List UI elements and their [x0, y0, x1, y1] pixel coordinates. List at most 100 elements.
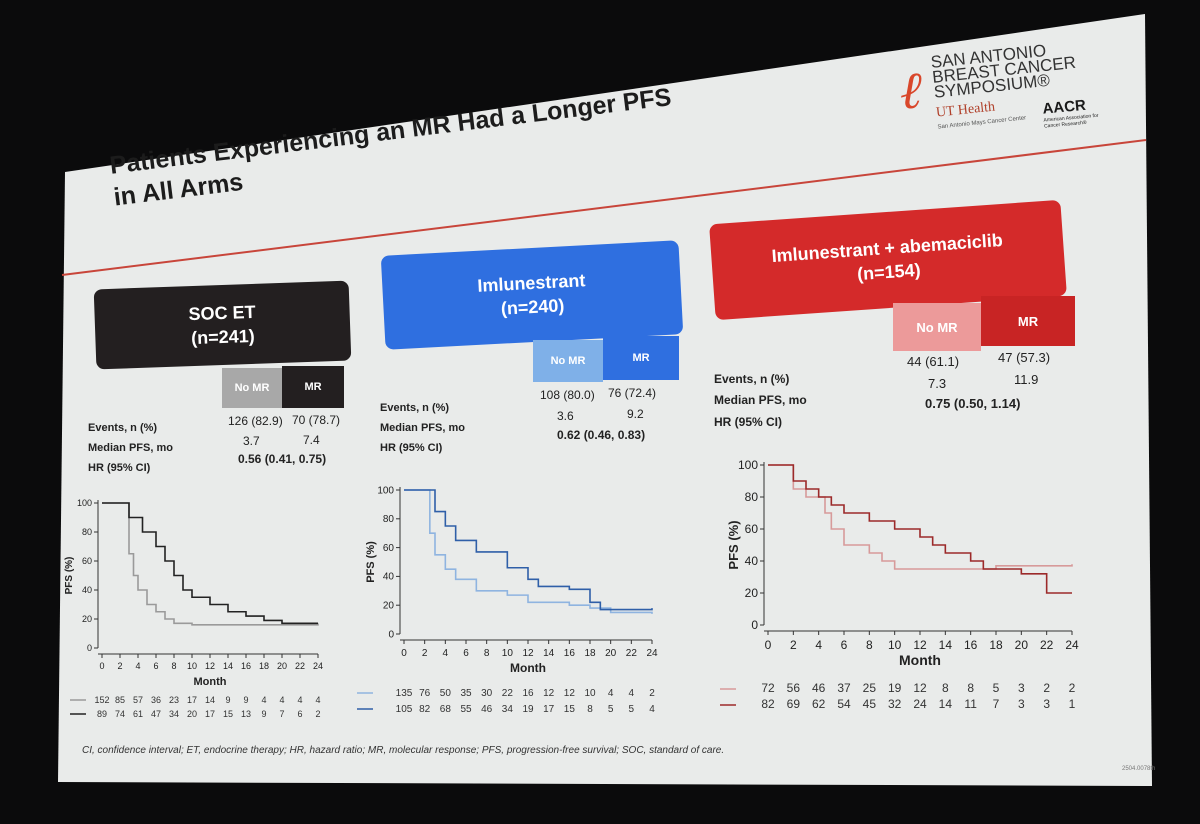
at-risk-count: 76	[419, 688, 431, 699]
arm-header-soc: SOC ET (n=241)	[93, 280, 352, 370]
events-mr: 47 (57.3)	[998, 350, 1051, 365]
at-risk-count: 12	[564, 688, 576, 699]
at-risk-count: 72	[761, 681, 775, 695]
y-axis-label: PFS (%)	[726, 520, 741, 569]
y-tick-label: 0	[87, 643, 92, 653]
at-risk-count: 82	[761, 697, 775, 711]
y-tick-label: 60	[745, 522, 759, 536]
y-tick-label: 100	[377, 485, 394, 496]
at-risk-count: 17	[543, 704, 555, 715]
median-no-mr: 7.3	[928, 376, 947, 391]
x-tick-label: 14	[939, 638, 953, 652]
x-tick-label: 18	[989, 638, 1003, 652]
x-tick-label: 16	[241, 661, 251, 671]
x-tick-label: 10	[888, 638, 902, 652]
x-tick-label: 20	[277, 661, 287, 671]
at-risk-count: 5	[629, 704, 635, 715]
at-risk-count: 68	[440, 704, 452, 715]
x-tick-label: 10	[187, 661, 197, 671]
at-risk-count: 14	[939, 697, 953, 711]
at-risk-count: 45	[863, 697, 877, 711]
row-label-median: Median PFS, mo	[380, 422, 465, 434]
x-tick-label: 4	[815, 638, 822, 652]
row-label-events: Events, n (%)	[714, 372, 790, 386]
at-risk-count: 8	[967, 681, 974, 695]
at-risk-count: 4	[649, 704, 655, 715]
row-label-hr: HR (95% CI)	[88, 462, 151, 474]
row-label-median: Median PFS, mo	[714, 393, 807, 407]
x-tick-label: 14	[223, 661, 233, 671]
y-tick-label: 80	[383, 514, 395, 525]
at-risk-count: 82	[419, 704, 431, 715]
x-tick-label: 20	[605, 648, 617, 659]
at-risk-count: 13	[241, 709, 251, 719]
at-risk-count: 10	[584, 688, 596, 699]
at-risk-count: 7	[279, 709, 284, 719]
at-risk-count: 34	[169, 709, 179, 719]
col-label: No MR	[550, 355, 586, 367]
at-risk-count: 2	[315, 709, 320, 719]
y-tick-label: 40	[383, 572, 395, 583]
x-tick-label: 20	[1015, 638, 1029, 652]
x-tick-label: 8	[484, 648, 490, 659]
at-risk-count: 9	[243, 695, 248, 705]
x-tick-label: 0	[99, 661, 104, 671]
x-tick-label: 8	[171, 661, 176, 671]
km-curve-mr	[768, 464, 1072, 594]
x-tick-label: 6	[153, 661, 158, 671]
y-tick-label: 40	[745, 554, 759, 568]
at-risk-count: 152	[94, 695, 109, 705]
x-tick-label: 12	[522, 648, 534, 659]
at-risk-count: 25	[863, 681, 877, 695]
km-curve-mr	[102, 502, 318, 625]
x-tick-label: 24	[1065, 638, 1079, 652]
at-risk-count: 11	[964, 697, 977, 711]
at-risk-count: 105	[396, 704, 413, 715]
aacr-logo: AACR American Association for Cancer Res…	[1042, 95, 1104, 130]
at-risk-count: 54	[837, 697, 851, 711]
y-tick-label: 20	[745, 586, 759, 600]
at-risk-count: 17	[187, 695, 197, 705]
at-risk-count: 20	[187, 709, 197, 719]
at-risk-count: 12	[543, 688, 555, 699]
col-mr: MR	[603, 336, 679, 380]
at-risk-count: 4	[629, 688, 635, 699]
row-label-events: Events, n (%)	[88, 422, 158, 434]
x-axis-label: Month	[510, 661, 546, 675]
x-tick-label: 0	[765, 638, 772, 652]
at-risk-count: 4	[261, 695, 266, 705]
y-tick-label: 20	[383, 601, 395, 612]
x-tick-label: 18	[259, 661, 269, 671]
x-tick-label: 2	[790, 638, 797, 652]
col-no-mr: No MR	[222, 368, 282, 408]
y-tick-label: 20	[82, 614, 92, 624]
at-risk-count: 3	[1043, 697, 1050, 711]
at-risk-count: 5	[993, 681, 1000, 695]
at-risk-count: 34	[502, 704, 514, 715]
km-curve-no-mr	[102, 502, 319, 626]
x-axis-label: Month	[899, 652, 941, 668]
row-label-median: Median PFS, mo	[88, 442, 173, 454]
x-axis-label: Month	[194, 676, 227, 688]
at-risk-count: 32	[888, 697, 902, 711]
x-tick-label: 22	[295, 661, 305, 671]
at-risk-count: 14	[205, 695, 215, 705]
at-risk-count: 4	[315, 695, 320, 705]
col-label: MR	[632, 352, 650, 364]
km-curve-no-mr	[404, 489, 653, 614]
hazard-ratio: 0.75 (0.50, 1.14)	[925, 396, 1021, 411]
median-mr: 7.4	[303, 433, 320, 447]
at-risk-count: 57	[133, 695, 143, 705]
x-tick-label: 4	[135, 661, 140, 671]
at-risk-count: 6	[297, 709, 302, 719]
y-tick-label: 100	[738, 458, 758, 472]
x-tick-label: 8	[866, 638, 873, 652]
at-risk-count: 16	[522, 688, 534, 699]
x-tick-label: 22	[1040, 638, 1054, 652]
y-axis-label: PFS (%)	[365, 541, 377, 583]
at-risk-count: 8	[587, 704, 593, 715]
x-tick-label: 16	[964, 638, 978, 652]
row-label-hr: HR (95% CI)	[380, 442, 443, 454]
